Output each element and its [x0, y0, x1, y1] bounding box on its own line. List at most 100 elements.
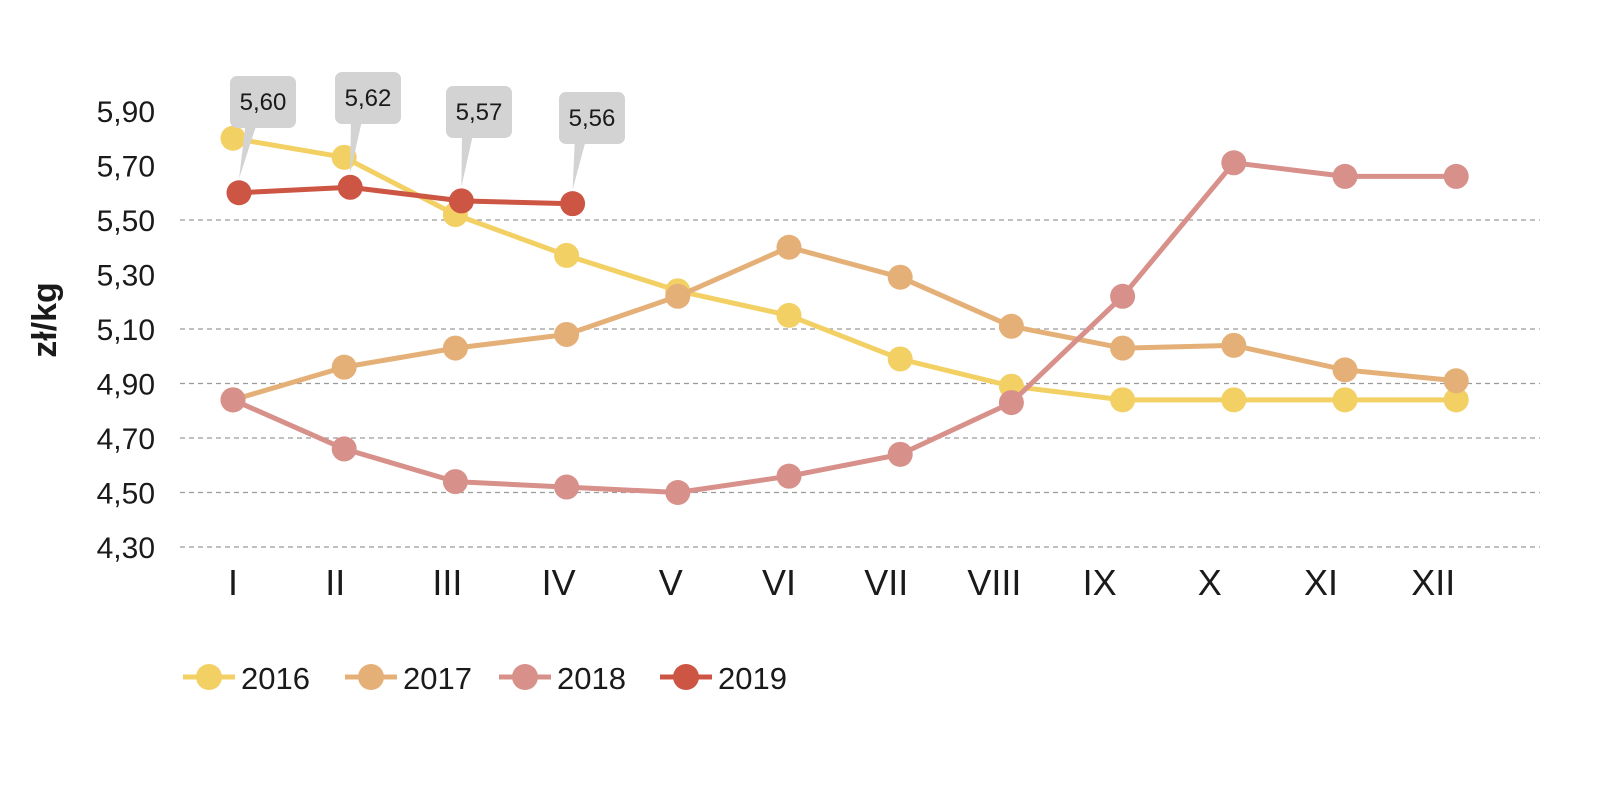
- y-tick-label: 4,70: [97, 423, 155, 456]
- data-point[interactable]: [331, 354, 357, 380]
- series-2019: [226, 174, 586, 217]
- series-line: [232, 244, 1457, 403]
- data-point[interactable]: [442, 335, 468, 361]
- data-point[interactable]: [1332, 387, 1358, 413]
- series-line: [232, 135, 1457, 403]
- callout-pointer: [461, 130, 474, 187]
- data-point[interactable]: [887, 346, 913, 372]
- x-tick-label: XI: [1304, 562, 1338, 603]
- series-2017: [220, 234, 1469, 413]
- legend-marker: [673, 664, 699, 690]
- callout-label: 5,60: [240, 89, 287, 116]
- data-point[interactable]: [1443, 368, 1469, 394]
- legend-marker: [358, 664, 384, 690]
- x-tick-label: I: [228, 562, 238, 603]
- y-tick-label: 4,50: [97, 478, 155, 511]
- value-callout: 5,62: [335, 72, 401, 174]
- legend-label: 2016: [241, 661, 310, 696]
- data-point[interactable]: [1443, 163, 1469, 189]
- y-axis-ticks: 4,30 4,50 4,70 4,90 5,10 5,30 5,50 5,70 5,90: [97, 96, 155, 565]
- data-point[interactable]: [448, 188, 474, 214]
- data-point[interactable]: [331, 436, 357, 462]
- data-point[interactable]: [1110, 335, 1136, 361]
- legend-marker: [196, 664, 222, 690]
- data-point[interactable]: [226, 180, 252, 206]
- value-callout: 5,56: [559, 92, 625, 190]
- data-point[interactable]: [1110, 283, 1136, 309]
- callout-box: [230, 76, 296, 128]
- data-point[interactable]: [1110, 387, 1136, 413]
- data-point[interactable]: [220, 125, 246, 151]
- x-tick-label: X: [1198, 562, 1222, 603]
- gridlines: [180, 219, 1540, 548]
- data-point[interactable]: [1221, 332, 1247, 358]
- callout-pointer: [572, 136, 587, 190]
- legend-label: 2019: [718, 661, 787, 696]
- y-tick-label: 5,90: [97, 96, 155, 129]
- x-tick-label: V: [659, 562, 683, 603]
- data-point[interactable]: [998, 313, 1024, 339]
- callouts: 5,60 5,62 5,57 5,56: [230, 72, 625, 190]
- legend[interactable]: 2016 2017 2018 2019: [183, 661, 787, 696]
- data-point[interactable]: [560, 191, 586, 217]
- legend-label: 2017: [403, 661, 472, 696]
- x-tick-label: VII: [864, 562, 908, 603]
- y-tick-label: 5,50: [97, 205, 155, 238]
- data-point[interactable]: [998, 390, 1024, 416]
- data-point[interactable]: [1443, 387, 1469, 413]
- data-point[interactable]: [887, 441, 913, 467]
- series-2018: [220, 150, 1469, 505]
- series: [220, 125, 1469, 505]
- data-point[interactable]: [1221, 387, 1247, 413]
- y-tick-label: 5,30: [97, 260, 155, 293]
- data-point[interactable]: [1332, 163, 1358, 189]
- x-tick-label: VIII: [967, 562, 1021, 603]
- x-tick-label: IV: [542, 562, 576, 603]
- data-point[interactable]: [776, 463, 802, 489]
- data-point[interactable]: [776, 302, 802, 328]
- data-point[interactable]: [554, 321, 580, 347]
- series-2016: [220, 125, 1469, 413]
- value-callout: 5,57: [446, 86, 512, 187]
- data-point[interactable]: [337, 174, 363, 200]
- y-tick-label: 4,30: [97, 532, 155, 565]
- y-tick-label: 5,70: [97, 151, 155, 184]
- legend-item-2019[interactable]: 2019: [660, 661, 787, 696]
- data-point[interactable]: [1221, 150, 1247, 176]
- legend-label: 2018: [557, 661, 626, 696]
- legend-item-2016[interactable]: 2016: [183, 661, 310, 696]
- callout-box: [446, 86, 512, 138]
- callout-box: [335, 72, 401, 124]
- data-point[interactable]: [776, 234, 802, 260]
- x-tick-label: VI: [762, 562, 796, 603]
- x-tick-label: II: [325, 562, 345, 603]
- callout-pointer: [239, 120, 258, 179]
- y-tick-label: 5,10: [97, 314, 155, 347]
- x-tick-label: XII: [1411, 562, 1455, 603]
- x-axis-ticks: I II III IV V VI VII VIII IX X XI XII: [228, 562, 1455, 603]
- data-point[interactable]: [665, 283, 691, 309]
- data-point[interactable]: [887, 264, 913, 290]
- y-axis-label: zł/kg: [26, 282, 64, 358]
- legend-item-2018[interactable]: 2018: [499, 661, 626, 696]
- callout-label: 5,57: [456, 99, 503, 126]
- data-point[interactable]: [554, 242, 580, 268]
- x-tick-label: IX: [1083, 562, 1117, 603]
- callout-label: 5,56: [569, 105, 616, 132]
- legend-marker: [512, 664, 538, 690]
- data-point[interactable]: [554, 474, 580, 500]
- callout-pointer: [350, 116, 363, 174]
- y-tick-label: 4,90: [97, 369, 155, 402]
- data-point[interactable]: [665, 480, 691, 505]
- x-tick-label: III: [432, 562, 462, 603]
- legend-item-2017[interactable]: 2017: [345, 661, 472, 696]
- series-line: [238, 184, 573, 207]
- data-point[interactable]: [1332, 357, 1358, 383]
- data-point[interactable]: [442, 469, 468, 495]
- series-line: [231, 160, 1457, 495]
- callout-label: 5,62: [345, 85, 392, 112]
- value-callout: 5,60: [230, 76, 296, 179]
- data-point[interactable]: [220, 387, 246, 413]
- callout-box: [559, 92, 625, 144]
